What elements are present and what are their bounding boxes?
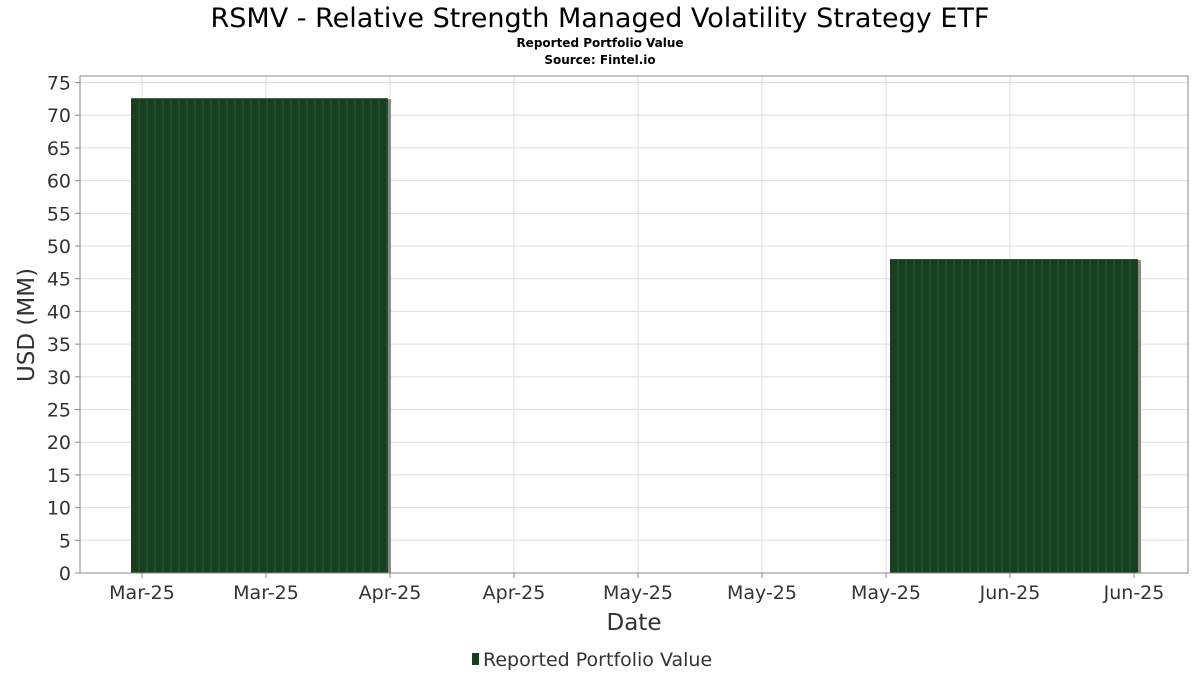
chart-subtitle: Reported Portfolio Value bbox=[516, 36, 683, 50]
x-axis-title: Date bbox=[607, 610, 662, 636]
legend-swatch bbox=[472, 653, 479, 665]
x-tick-label: Mar-25 bbox=[233, 582, 299, 604]
legend-label: Reported Portfolio Value bbox=[483, 649, 712, 671]
chart-source: Source: Fintel.io bbox=[544, 53, 655, 67]
bar-mar-25-to-apr-25 bbox=[131, 98, 391, 574]
x-tick-label: Mar-25 bbox=[109, 582, 175, 604]
y-tick-label: 70 bbox=[47, 105, 71, 127]
chart-title: RSMV - Relative Strength Managed Volatil… bbox=[211, 3, 990, 34]
bars bbox=[131, 98, 1141, 574]
x-tick-label: Apr-25 bbox=[483, 582, 546, 604]
bar bbox=[890, 259, 1138, 573]
x-tick-label: May-25 bbox=[727, 582, 797, 604]
x-tick-label: Apr-25 bbox=[359, 582, 422, 604]
plot-area-frame bbox=[79, 75, 1189, 574]
y-tick-label: 50 bbox=[47, 236, 71, 258]
y-tick-label: 40 bbox=[47, 301, 71, 323]
y-tick-label: 5 bbox=[59, 530, 71, 552]
y-tick-label: 55 bbox=[47, 203, 71, 225]
y-axis-title: USD (MM) bbox=[14, 268, 40, 382]
legend: Reported Portfolio Value bbox=[472, 649, 712, 671]
x-tick-label: Jun-25 bbox=[979, 582, 1041, 604]
y-tick-label: 60 bbox=[47, 171, 71, 193]
y-tick-label: 20 bbox=[47, 432, 71, 454]
x-tick-label: May-25 bbox=[603, 582, 673, 604]
y-tick-label: 75 bbox=[47, 73, 71, 95]
y-tick-label: 0 bbox=[59, 563, 71, 585]
x-tick-label: May-25 bbox=[851, 582, 921, 604]
y-tick-label: 15 bbox=[47, 465, 71, 487]
y-tick-label: 65 bbox=[47, 138, 71, 160]
y-tick-label: 30 bbox=[47, 367, 71, 389]
y-tick-label: 25 bbox=[47, 400, 71, 422]
y-tick-label: 35 bbox=[47, 334, 71, 356]
x-tick-label: Jun-25 bbox=[1103, 582, 1165, 604]
y-tick-label: 10 bbox=[47, 498, 71, 520]
y-tick-label: 45 bbox=[47, 269, 71, 291]
bar-may-25-to-jun-25 bbox=[890, 259, 1141, 573]
y-axis-ticks: 0 5 10 15 20 25 30 35 40 45 50 55 60 65 70 75 bbox=[47, 73, 80, 585]
x-axis-ticks: Mar-25 Mar-25 Apr-25 Apr-25 May-25 May-25 May-… bbox=[109, 573, 1164, 604]
